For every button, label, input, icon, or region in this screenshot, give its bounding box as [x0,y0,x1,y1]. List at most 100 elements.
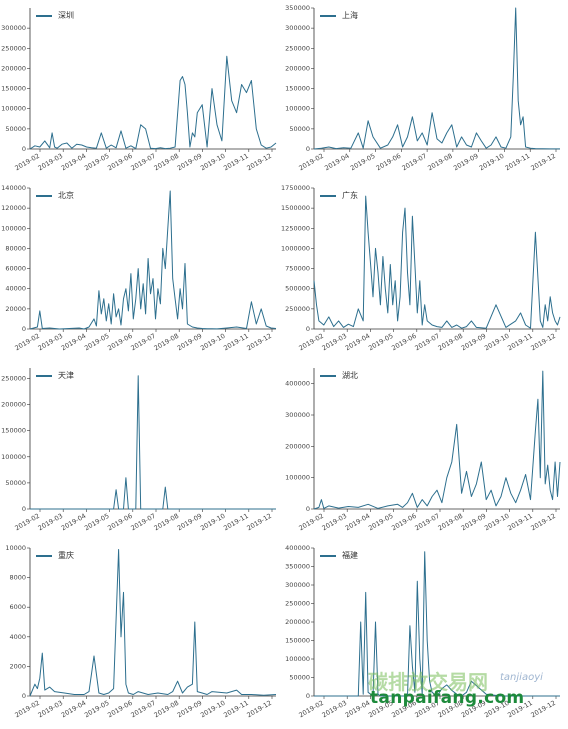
legend: 深圳 [36,10,74,21]
x-tick-label: 2019-06 [390,512,418,533]
y-tick-label: 150000 [1,427,26,435]
x-tick-label: 2019-12 [245,332,273,353]
x-tick-label: 2019-09 [176,512,204,533]
x-tick-label: 2019-09 [460,512,488,533]
y-tick-label: 250000 [285,44,310,52]
x-tick-label: 2019-06 [106,332,134,353]
x-tick-label: 2019-05 [83,699,111,720]
y-tick-label: 100000 [285,655,310,663]
y-tick-label: 1500000 [281,204,310,212]
x-tick-label: 2019-04 [344,512,372,533]
x-tick-label: 2019-02 [297,699,325,720]
y-tick-label: 200000 [285,618,310,626]
x-tick-label: 2019-08 [437,699,465,720]
legend: 上海 [320,10,358,21]
x-tick-label: 2019-05 [367,699,395,720]
legend-label: 北京 [58,191,74,200]
x-tick-label: 2019-07 [413,332,441,353]
x-tick-label: 2019-11 [506,512,534,533]
x-tick-label: 2019-11 [506,332,534,353]
legend-swatch [36,14,52,17]
legend-swatch [320,14,336,17]
x-tick-label: 2019-12 [529,512,557,533]
y-tick-label: 140000 [1,184,26,192]
y-tick-label: 750000 [285,265,310,273]
y-tick-label: 1000000 [281,244,310,252]
x-tick-label: 2019-04 [60,512,88,533]
x-tick-label: 2019-12 [245,152,273,173]
series-line [29,55,277,150]
x-tick-label: 2019-05 [83,152,111,173]
legend: 湖北 [320,370,358,381]
chart-panel-4: 0 50000 100000 150000 200000 250000 2019-02 201… [0,362,284,537]
x-tick-label: 2019-11 [222,512,250,533]
chart-svg-2: 0 20000 40000 60000 80000 100000 120000 140000 2… [1,184,277,353]
y-tick-label: 0 [306,325,310,333]
y-tick-label: 200000 [1,401,26,409]
chart-panel-5: 0 100000 200000 300000 400000 2019-02 2019-03 2… [284,362,568,537]
y-tick-label: 1250000 [281,224,310,232]
series-line [30,375,276,510]
y-tick-label: 0 [306,145,310,153]
series-line [29,190,277,330]
chart-panel-1: 0 50000 100000 150000 200000 250000 300000 3500… [284,2,568,177]
series-line [313,7,560,150]
y-tick-label: 40000 [5,285,26,293]
legend-swatch [36,374,52,377]
x-tick-label: 2019-02 [13,512,41,533]
y-tick-label: 0 [22,325,26,333]
y-tick-label: 150000 [285,637,310,645]
chart-svg-6: 02000400060008000100002019-022019-032019… [5,544,277,720]
series-line [313,370,561,510]
x-tick-label: 2019-04 [344,699,372,720]
x-tick-label: 2019-02 [297,332,325,353]
x-tick-label: 2019-02 [13,699,41,720]
y-tick-label: 120000 [1,204,26,212]
chart-svg-0: 0 50000 100000 150000 200000 250000 300000 2019… [1,8,277,173]
y-tick-label: 350000 [285,4,310,12]
y-tick-label: 0 [22,692,26,700]
series-line [314,551,560,697]
y-tick-label: 100000 [1,224,26,232]
y-tick-label: 100000 [285,474,310,482]
x-tick-label: 2019-08 [153,152,181,173]
legend: 北京 [36,190,74,201]
y-tick-label: 150000 [285,85,310,93]
x-tick-label: 2019-03 [37,332,65,353]
x-tick-label: 2019-04 [60,152,88,173]
x-tick-label: 2019-03 [37,699,65,720]
y-tick-label: 20000 [5,305,26,313]
x-tick-label: 2019-02 [297,152,325,173]
y-tick-label: 200000 [285,64,310,72]
x-tick-label: 2019-10 [478,152,506,173]
legend-label: 福建 [342,551,358,560]
legend: 重庆 [36,550,74,561]
x-tick-label: 2019-06 [375,152,403,173]
y-tick-label: 0 [22,145,26,153]
y-tick-label: 300000 [285,411,310,419]
y-tick-label: 350000 [285,563,310,571]
x-tick-label: 2019-05 [349,152,377,173]
x-tick-label: 2019-11 [506,699,534,720]
x-tick-label: 2019-10 [483,512,511,533]
chart-svg-3: 0 250000 500000 750000 1000000 1250000 1500000… [281,184,561,353]
x-tick-label: 2019-10 [199,152,227,173]
legend-label: 天津 [58,371,74,380]
legend-swatch [36,554,52,557]
x-tick-label: 2019-03 [321,332,349,353]
y-tick-label: 0 [22,505,26,513]
x-tick-label: 2019-06 [390,332,418,353]
y-tick-label: 6000 [9,603,26,611]
x-tick-label: 2019-06 [106,699,134,720]
x-tick-label: 2019-08 [437,512,465,533]
y-tick-label: 10000 [5,544,26,552]
x-tick-label: 2019-07 [129,699,157,720]
x-tick-label: 2019-03 [37,152,65,173]
x-tick-label: 2019-08 [153,512,181,533]
y-tick-label: 80000 [5,244,26,252]
y-tick-label: 200000 [1,64,26,72]
x-tick-label: 2019-10 [483,699,511,720]
x-tick-label: 2019-07 [129,332,157,353]
legend-label: 深圳 [58,11,74,20]
